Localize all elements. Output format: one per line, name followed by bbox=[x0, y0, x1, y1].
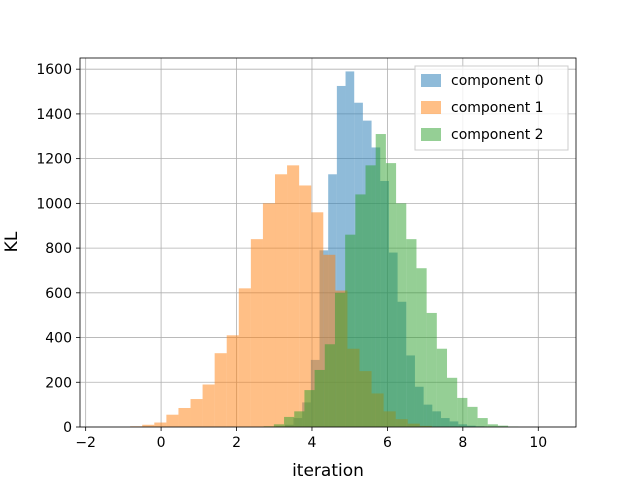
x-tick-label: 10 bbox=[529, 435, 547, 451]
histogram-bar bbox=[406, 239, 417, 427]
plot-frame bbox=[79, 57, 577, 428]
histogram-bar bbox=[385, 163, 397, 428]
legend-label: component 0 bbox=[451, 73, 544, 89]
histogram-bar bbox=[336, 85, 346, 428]
histogram-bar bbox=[284, 416, 295, 427]
legend-label: component 2 bbox=[451, 127, 544, 143]
histogram-bar bbox=[214, 353, 227, 427]
x-axis-ticks: −2 0 2 4 6 8 10 bbox=[75, 427, 547, 451]
y-tick-label: 600 bbox=[45, 286, 72, 302]
histogram-bar bbox=[334, 292, 346, 427]
x-tick-label: 8 bbox=[458, 435, 467, 451]
histogram-bar bbox=[238, 288, 251, 427]
legend-swatch bbox=[421, 74, 441, 87]
histogram-bar bbox=[365, 165, 376, 427]
histogram-bar bbox=[226, 335, 239, 427]
histogram-bar bbox=[457, 397, 468, 427]
histogram-bar bbox=[294, 411, 305, 427]
histogram-bar bbox=[287, 165, 300, 427]
histogram-bar bbox=[477, 418, 488, 427]
legend-swatch bbox=[421, 128, 441, 141]
histogram-bar bbox=[436, 348, 448, 427]
x-tick-label: 6 bbox=[383, 435, 392, 451]
histogram-bar bbox=[355, 194, 366, 427]
legend-swatch bbox=[421, 101, 441, 114]
y-tick-label: 0 bbox=[63, 420, 72, 436]
x-tick-label: 2 bbox=[232, 435, 241, 451]
x-tick-label: 4 bbox=[308, 435, 317, 451]
y-tick-label: 1200 bbox=[36, 152, 72, 168]
histogram-bar bbox=[467, 406, 478, 427]
histogram-bar bbox=[314, 369, 325, 427]
histogram-bar bbox=[142, 424, 155, 427]
histogram-bar bbox=[324, 344, 335, 427]
x-tick-label: 0 bbox=[157, 435, 166, 451]
histogram-bars bbox=[130, 71, 519, 428]
histogram-bar bbox=[345, 234, 356, 427]
histogram-bar bbox=[396, 203, 407, 427]
histogram-bar bbox=[275, 174, 288, 427]
histogram-bar bbox=[447, 377, 458, 427]
histogram-bar bbox=[202, 384, 215, 427]
histogram-bar bbox=[154, 422, 167, 427]
x-tick-label: −2 bbox=[75, 435, 96, 451]
y-axis-label: KL bbox=[2, 231, 22, 252]
y-axis-ticks: 0 200 400 600 800 1000 1200 1400 1600 bbox=[36, 62, 80, 436]
histogram-bar bbox=[273, 424, 285, 427]
histogram-bar bbox=[426, 312, 437, 427]
histogram-bar bbox=[416, 268, 427, 427]
histogram-bar bbox=[262, 203, 276, 427]
histogram-bar bbox=[299, 185, 312, 427]
y-tick-label: 800 bbox=[45, 241, 72, 257]
series-2-bars bbox=[263, 134, 519, 428]
y-tick-label: 200 bbox=[45, 375, 72, 391]
histogram-bar bbox=[497, 425, 509, 427]
histogram-bar bbox=[178, 407, 191, 427]
y-tick-label: 1000 bbox=[36, 196, 72, 212]
y-tick-label: 1400 bbox=[36, 107, 72, 123]
y-tick-label: 400 bbox=[45, 331, 72, 347]
histogram-bar bbox=[304, 390, 315, 427]
y-tick-label: 1600 bbox=[36, 62, 72, 78]
legend-label: component 1 bbox=[451, 100, 544, 116]
histogram-bar bbox=[375, 134, 386, 427]
histogram-bar bbox=[250, 239, 263, 427]
histogram-bar bbox=[487, 424, 498, 427]
histogram-bar bbox=[190, 399, 203, 427]
x-axis-label: iteration bbox=[292, 461, 364, 480]
legend: component 0 component 1 component 2 bbox=[414, 65, 569, 151]
histogram-bar bbox=[166, 414, 179, 427]
